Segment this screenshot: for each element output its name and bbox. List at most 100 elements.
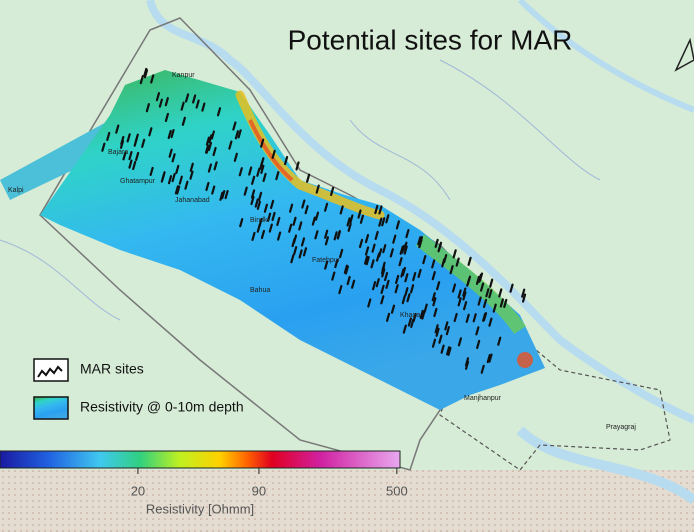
mar-site bbox=[482, 312, 488, 322]
mar-site bbox=[395, 274, 400, 285]
mar-site bbox=[485, 288, 490, 298]
mar-site bbox=[324, 202, 329, 212]
mar-site bbox=[412, 312, 417, 323]
mar-site bbox=[446, 346, 451, 356]
mar-site bbox=[371, 243, 376, 253]
mar-site bbox=[431, 292, 436, 302]
mar-site bbox=[359, 214, 365, 224]
mar-site bbox=[143, 69, 149, 79]
mar-site bbox=[462, 291, 467, 301]
mar-site bbox=[478, 272, 484, 282]
mar-site bbox=[232, 121, 237, 131]
mar-site bbox=[403, 245, 408, 255]
mar-site bbox=[380, 284, 385, 294]
high-resistivity-zone bbox=[248, 119, 294, 182]
colorbar-label: Resistivity [Ohmm] bbox=[146, 501, 254, 516]
mar-site bbox=[462, 287, 467, 297]
mar-site bbox=[402, 324, 407, 334]
mar-site bbox=[374, 230, 379, 240]
mar-site bbox=[385, 214, 390, 224]
mar-site bbox=[476, 339, 481, 349]
mar-site bbox=[451, 283, 457, 293]
mar-site bbox=[293, 246, 298, 256]
mar-site bbox=[449, 265, 454, 275]
mar-site bbox=[378, 248, 383, 258]
mar-site bbox=[205, 136, 211, 146]
mar-site bbox=[301, 199, 306, 209]
colorbar-tick-label: 500 bbox=[386, 483, 408, 498]
mar-site bbox=[338, 284, 343, 295]
mar-site bbox=[453, 312, 458, 323]
legend-label: MAR sites bbox=[80, 361, 144, 377]
mar-site bbox=[441, 258, 446, 268]
mar-site bbox=[228, 140, 233, 150]
mar-site bbox=[170, 128, 175, 139]
mar-site bbox=[521, 293, 527, 303]
mar-site bbox=[417, 236, 422, 246]
mar-site bbox=[250, 189, 256, 199]
mar-site bbox=[482, 298, 488, 309]
mar-site bbox=[357, 209, 362, 219]
mar-site bbox=[304, 205, 309, 215]
mar-site bbox=[497, 336, 502, 346]
mar-site bbox=[437, 241, 443, 251]
mar-site bbox=[432, 297, 437, 307]
mar-site bbox=[135, 151, 140, 162]
mar-site bbox=[256, 223, 261, 233]
mar-site bbox=[210, 130, 215, 140]
mar-site bbox=[382, 244, 387, 254]
survey-area bbox=[40, 70, 545, 410]
mar-site bbox=[390, 304, 396, 314]
mar-site bbox=[418, 236, 424, 246]
mar-site bbox=[160, 173, 165, 183]
mar-site bbox=[364, 233, 370, 244]
mar-site bbox=[184, 93, 190, 103]
mar-site bbox=[263, 203, 269, 213]
mar-site bbox=[445, 326, 450, 336]
mar-site bbox=[409, 284, 415, 294]
mar-site bbox=[283, 155, 289, 166]
mar-site bbox=[145, 103, 150, 113]
mar-site bbox=[176, 185, 181, 195]
mar-site bbox=[269, 199, 275, 210]
mar-site bbox=[499, 298, 504, 308]
legend-swatch-icon bbox=[37, 365, 63, 378]
mar-site bbox=[101, 142, 106, 152]
mar-site bbox=[251, 175, 256, 185]
mar-site bbox=[383, 271, 389, 282]
mar-site bbox=[181, 116, 186, 126]
mar-site bbox=[201, 102, 206, 112]
district-boundary-dashed bbox=[439, 331, 671, 471]
legend-label: Resistivity @ 0-10m depth bbox=[80, 399, 244, 415]
mar-site bbox=[488, 289, 493, 299]
north-arrow bbox=[674, 37, 694, 72]
mar-site bbox=[277, 231, 282, 241]
mar-site bbox=[292, 216, 297, 226]
mar-site bbox=[477, 296, 482, 306]
river bbox=[146, 0, 694, 424]
mar-site bbox=[298, 221, 303, 231]
mar-site bbox=[292, 234, 298, 244]
mar-site bbox=[288, 203, 294, 213]
mar-site bbox=[115, 124, 120, 134]
mar-site bbox=[339, 205, 344, 215]
mar-site bbox=[234, 130, 239, 140]
mar-site bbox=[486, 354, 491, 364]
survey-strip bbox=[0, 120, 115, 200]
mar-site bbox=[208, 134, 213, 144]
mar-site bbox=[480, 282, 485, 292]
lower-terrain bbox=[0, 470, 694, 532]
mar-site bbox=[438, 334, 443, 344]
mar-site bbox=[189, 170, 194, 180]
mar-site bbox=[171, 173, 176, 183]
mar-site bbox=[457, 289, 462, 299]
mar-site bbox=[398, 257, 403, 267]
mar-site bbox=[378, 205, 383, 215]
mar-site bbox=[457, 337, 463, 347]
mar-site bbox=[311, 216, 316, 226]
place-label: Manjhanpur bbox=[464, 395, 502, 402]
mar-site bbox=[256, 167, 261, 177]
mar-site bbox=[367, 298, 372, 308]
mar-site bbox=[444, 321, 449, 331]
mar-site bbox=[189, 162, 194, 172]
